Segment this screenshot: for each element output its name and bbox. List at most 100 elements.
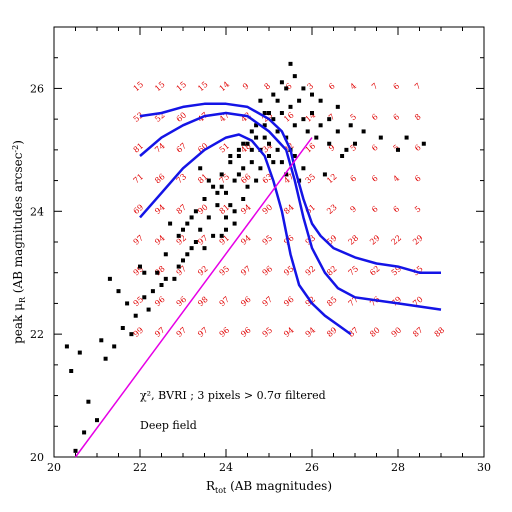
grid-number: 15 xyxy=(153,80,167,93)
scatter-point xyxy=(228,154,233,158)
scatter-point xyxy=(249,147,254,152)
grid-number: 94 xyxy=(304,326,318,339)
scatter-point xyxy=(159,283,164,287)
grid-number: 96 xyxy=(175,295,189,308)
scatter-point xyxy=(271,92,276,97)
grid-number: 75 xyxy=(218,172,232,185)
grid-number: 6 xyxy=(370,174,380,184)
y-axis-title: peak μR (AB magnitudes arcsec-2) xyxy=(11,140,27,344)
scatter-point xyxy=(241,166,246,171)
scatter-point xyxy=(193,240,198,244)
scatter-point xyxy=(181,258,185,263)
grid-number: 15 xyxy=(175,80,189,93)
scatter-point xyxy=(340,154,345,158)
scatter-point xyxy=(198,227,203,232)
scatter-point xyxy=(185,252,190,257)
grid-number: 15 xyxy=(132,80,146,93)
grid-number: 5 xyxy=(349,143,359,153)
scatter-point xyxy=(176,264,181,269)
grid-number: 29 xyxy=(368,233,382,246)
y-tick-label: 24 xyxy=(30,205,44,218)
scatter-point xyxy=(236,147,241,152)
scatter-point xyxy=(142,295,147,300)
scatter-point xyxy=(168,221,173,226)
scatter-point xyxy=(224,215,228,220)
scatter-point xyxy=(245,141,250,146)
contour-line xyxy=(139,133,352,336)
grid-number: 91 xyxy=(218,233,232,246)
scatter-point xyxy=(82,430,87,435)
grid-number: 7 xyxy=(413,81,423,91)
grid-number: 92 xyxy=(175,233,189,246)
grid-number: 80 xyxy=(368,326,382,339)
scatter-point xyxy=(232,209,237,214)
scatter-point xyxy=(155,270,160,275)
scatter-point xyxy=(292,74,297,79)
scatter-point xyxy=(284,135,289,140)
grid-number: 97 xyxy=(132,233,146,246)
y-tick-label: 26 xyxy=(30,82,44,95)
scatter-point xyxy=(310,111,314,115)
scatter-point xyxy=(361,129,366,134)
grid-number: 51 xyxy=(218,141,232,154)
annotation-field: Deep field xyxy=(140,419,197,432)
grid-number: 59 xyxy=(325,233,339,246)
grid-number: 6 xyxy=(327,81,337,91)
scatter-point xyxy=(267,141,271,146)
grid-number: 7 xyxy=(327,112,337,122)
grid-number: 88 xyxy=(433,326,447,339)
scatter-point xyxy=(279,160,284,165)
scatter-point xyxy=(297,98,302,103)
scatter-point xyxy=(215,203,220,208)
y-axis-title-sup: -2 xyxy=(11,145,20,153)
scatter-point xyxy=(73,448,78,453)
x-axis-title-sub: tot xyxy=(215,486,227,495)
scatter-point xyxy=(318,98,323,103)
scatter-point xyxy=(189,246,194,251)
grid-number: 94 xyxy=(153,203,167,216)
scatter-point xyxy=(120,326,125,330)
scatter-point xyxy=(292,123,297,128)
scatter-point xyxy=(284,86,289,91)
scatter-point xyxy=(64,344,69,349)
scatter-point xyxy=(322,172,327,177)
grid-number: 62 xyxy=(368,264,382,277)
scatter-point xyxy=(241,197,246,201)
x-tick-label: 22 xyxy=(133,461,147,474)
scatter-point xyxy=(198,166,203,171)
grid-number: 6 xyxy=(392,204,402,214)
scatter-point xyxy=(103,356,108,361)
contour-line xyxy=(139,102,441,274)
axis-tick-labels: 20 22 24 26 28 30 20 22 24 26 xyxy=(30,82,491,474)
grid-number: 89 xyxy=(325,326,339,339)
scatter-point xyxy=(116,289,121,294)
scatter-point xyxy=(318,123,323,128)
scatter-point xyxy=(232,221,237,226)
grid-number: 96 xyxy=(261,264,275,277)
grid-numbers: 15 15 15 15 14 9 8 6 3 6 4 7 6 753 52 60 47 47 42 23 16 14 7 5 6… xyxy=(132,80,447,339)
grid-number: 8 xyxy=(413,112,423,122)
scatter-point xyxy=(77,350,82,355)
grid-number: 71 xyxy=(132,172,146,185)
scatter-point xyxy=(211,184,216,189)
scatter-point xyxy=(301,166,306,171)
scatter-point xyxy=(236,172,241,177)
scatter-point xyxy=(163,276,168,281)
scatter-point xyxy=(292,154,297,158)
x-tick-label: 24 xyxy=(219,461,233,474)
scatter-point xyxy=(172,276,177,281)
grid-number: 53 xyxy=(132,111,146,124)
grid-number: 96 xyxy=(153,295,167,308)
scatter-point xyxy=(301,117,306,122)
grid-number: 3 xyxy=(306,81,316,91)
grid-number: 97 xyxy=(261,295,275,308)
grid-number: 6 xyxy=(392,112,402,122)
y-axis-title-rest: (AB magnitudes arcsec xyxy=(11,152,25,297)
grid-number: 9 xyxy=(349,204,359,214)
scatter-point xyxy=(288,61,293,66)
scatter-point xyxy=(378,135,383,140)
grid-number: 29 xyxy=(411,233,425,246)
scatter-point xyxy=(99,338,104,343)
grid-number: 95 xyxy=(218,264,232,277)
grid-number: 28 xyxy=(347,233,361,246)
